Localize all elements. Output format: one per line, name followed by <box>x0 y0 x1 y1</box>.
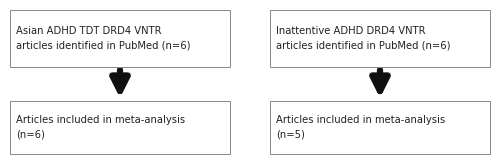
FancyBboxPatch shape <box>10 101 230 154</box>
Text: Articles included in meta-analysis
(n=5): Articles included in meta-analysis (n=5) <box>276 115 445 139</box>
FancyBboxPatch shape <box>270 10 490 67</box>
FancyBboxPatch shape <box>10 10 230 67</box>
Text: Asian ADHD TDT DRD4 VNTR
articles identified in PubMed (n=6): Asian ADHD TDT DRD4 VNTR articles identi… <box>16 26 190 50</box>
Text: Inattentive ADHD DRD4 VNTR
articles identified in PubMed (n=6): Inattentive ADHD DRD4 VNTR articles iden… <box>276 26 450 50</box>
Text: Articles included in meta-analysis
(n=6): Articles included in meta-analysis (n=6) <box>16 115 185 139</box>
FancyBboxPatch shape <box>270 101 490 154</box>
